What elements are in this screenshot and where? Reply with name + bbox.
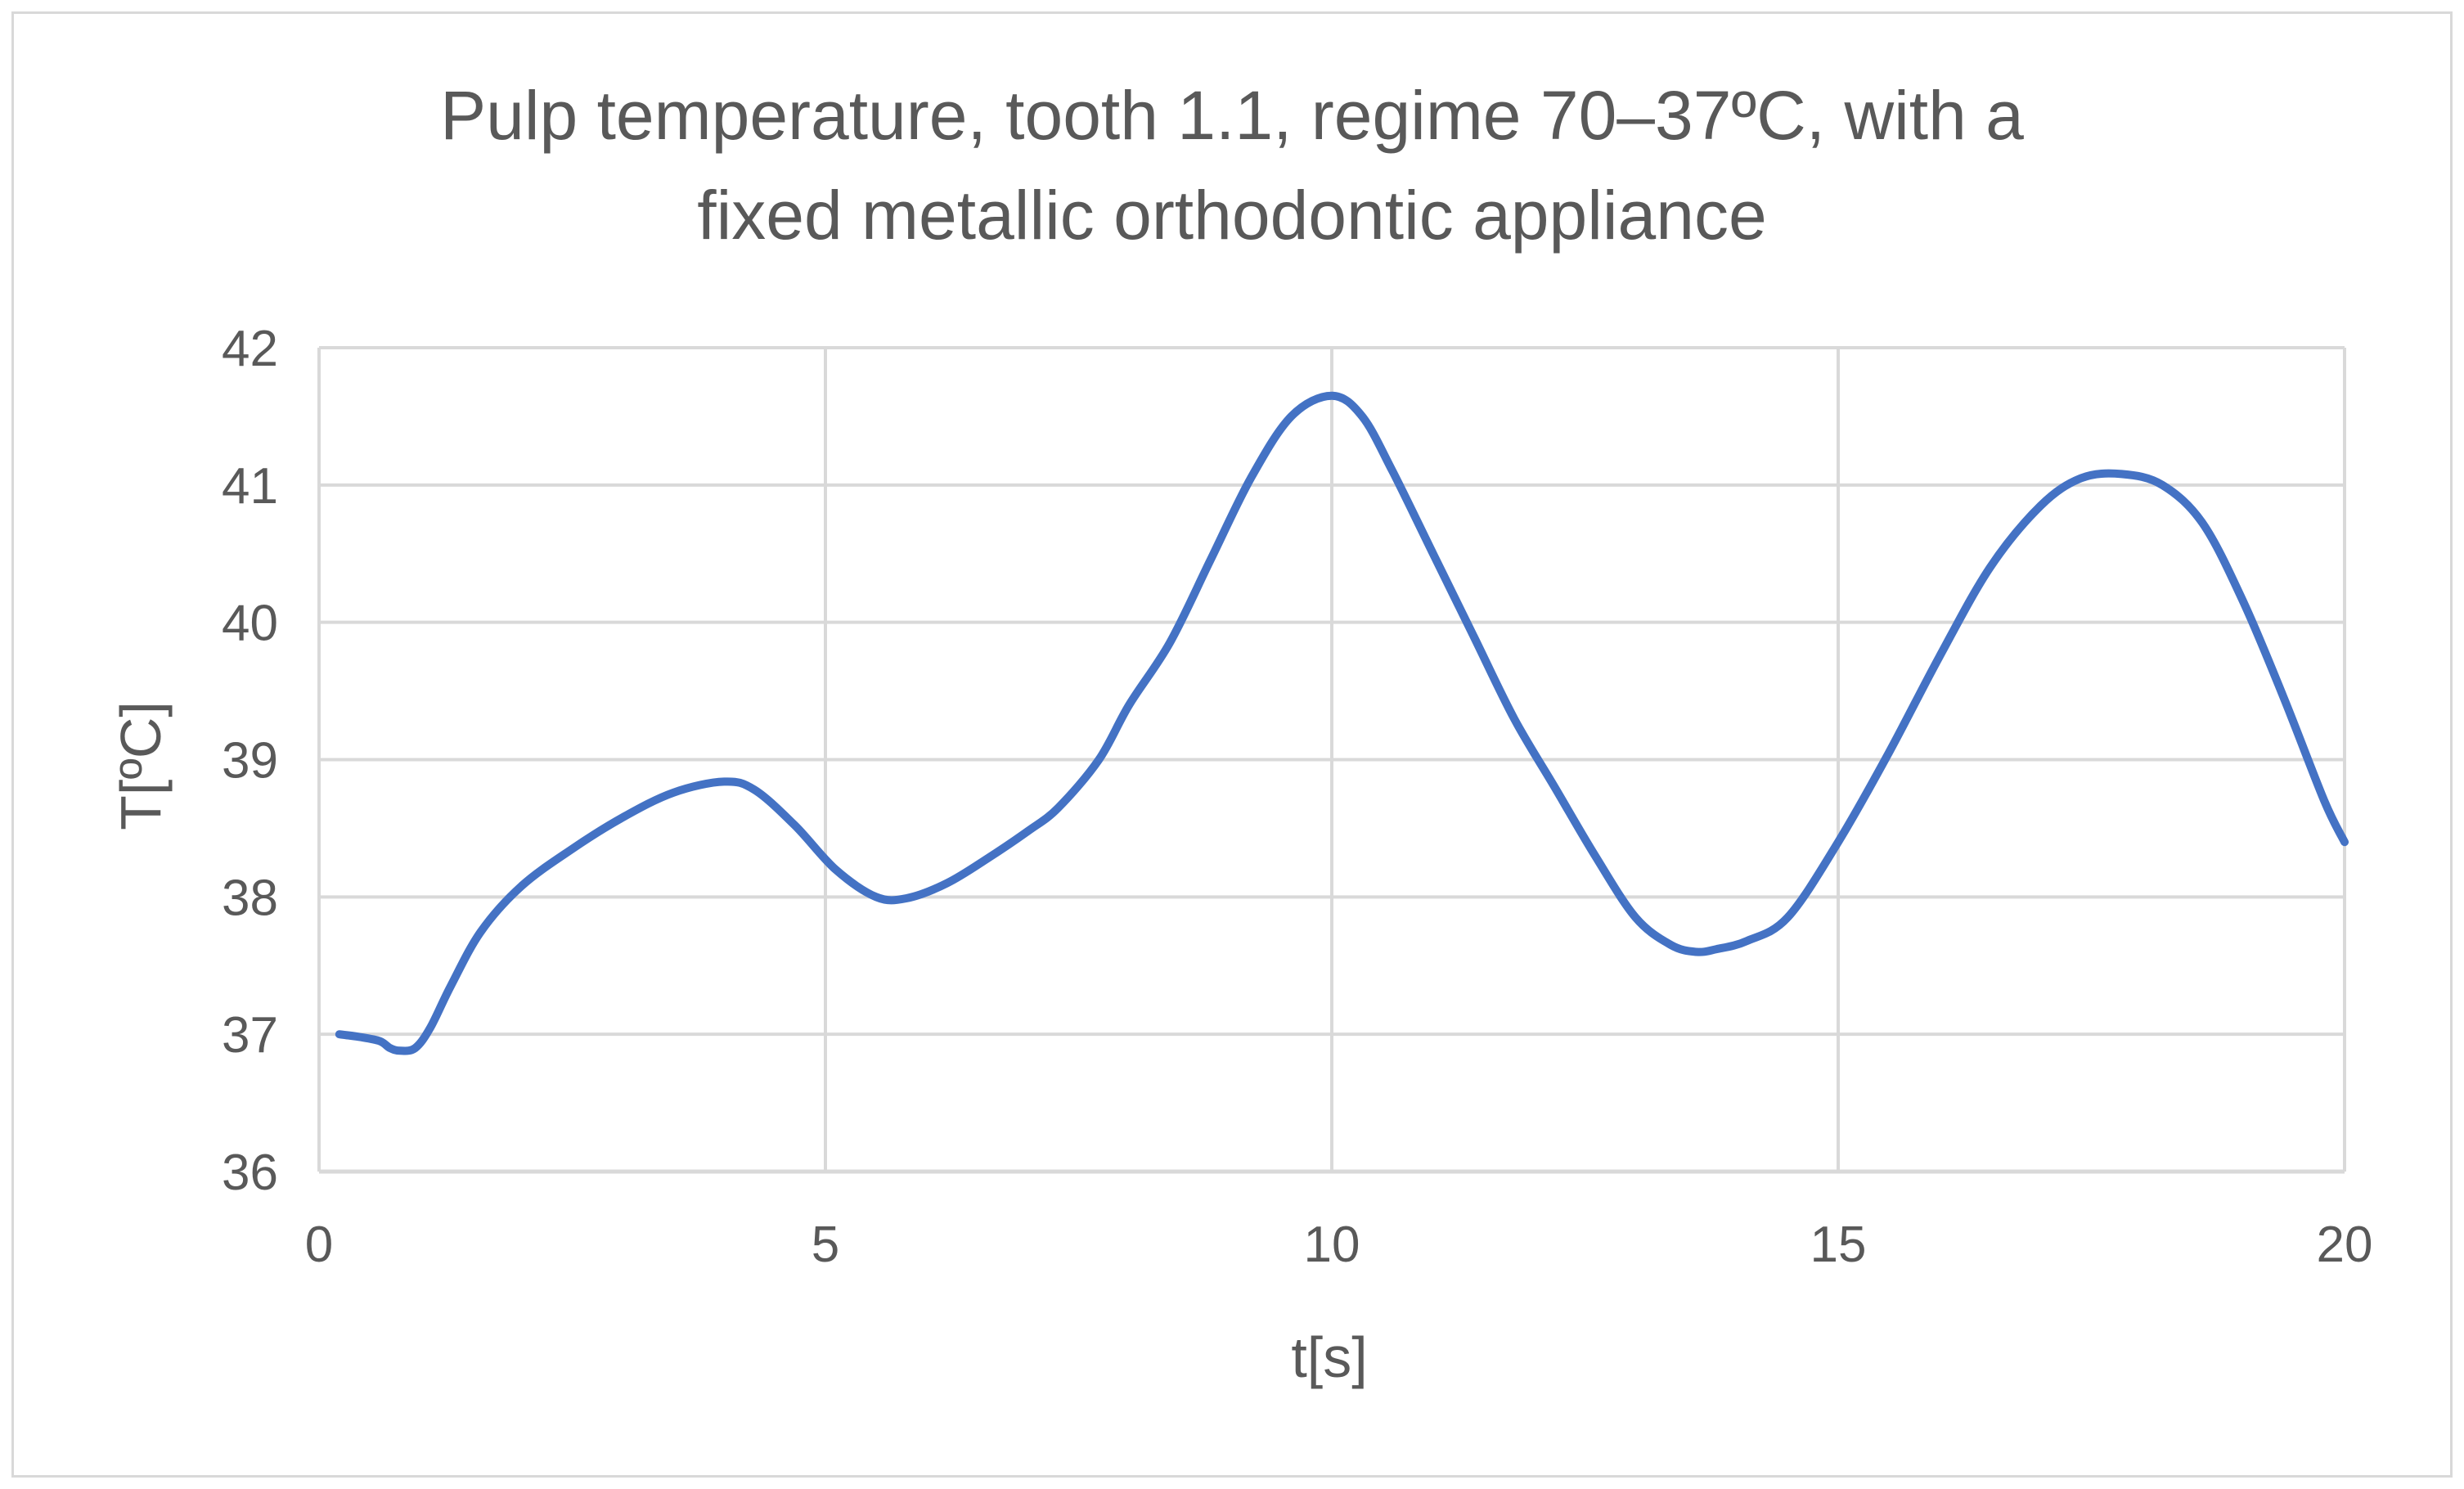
y-tick-label: 37 [222,1007,278,1064]
y-tick-label: 40 [222,596,278,652]
y-tick-label: 36 [222,1145,278,1201]
x-tick-label: 0 [305,1217,333,1273]
x-tick-label: 20 [2317,1217,2373,1273]
tick-labels: 36 37 38 39 40 41 42 0 5 10 15 20 [222,321,2372,1273]
chart-title: Pulp temperature, tooth 1.1, regime 70–3… [440,77,2024,254]
series [335,391,2349,1055]
y-tick-label: 39 [222,733,278,789]
y-tick-label: 38 [222,870,278,926]
grid [317,346,2346,1172]
y-tick-label: 41 [222,458,278,515]
y-axis-title: T[ºC] [109,701,173,830]
x-tick-label: 15 [1810,1217,1867,1273]
y-tick-label: 42 [222,321,278,377]
chart-title-line-1: Pulp temperature, tooth 1.1, regime 70–3… [440,77,2024,154]
x-tick-label: 5 [812,1217,839,1273]
chart-area [11,11,2453,1478]
chart-title-line-2: fixed metallic orthodontic appliance [697,177,1766,254]
x-tick-label: 10 [1304,1217,1360,1273]
series-line [335,391,2349,1055]
x-axis-title: t[s] [1291,1325,1367,1389]
